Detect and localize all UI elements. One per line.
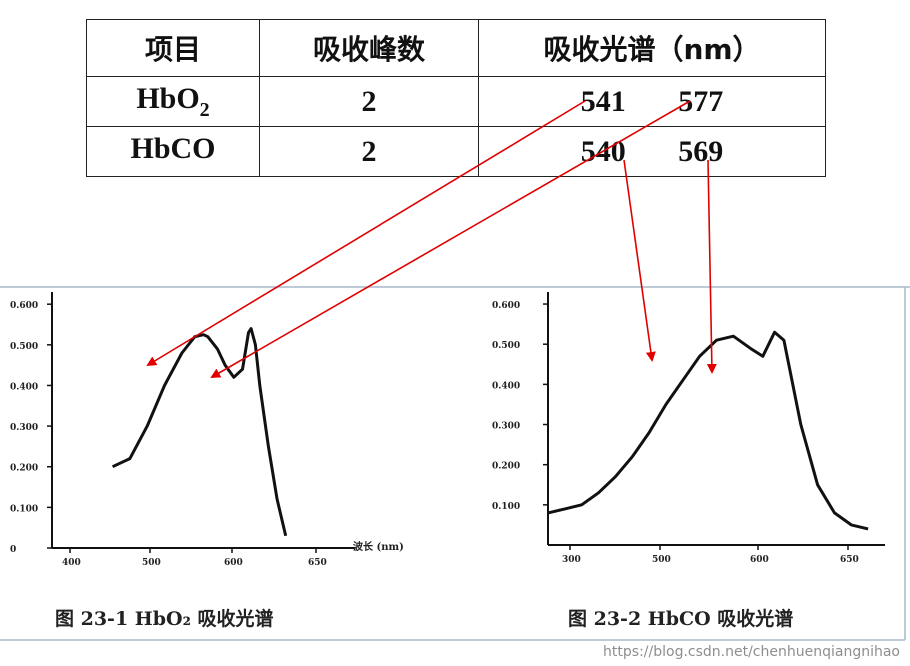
x-tick-label: 500 bbox=[142, 558, 161, 568]
spectrum-curve bbox=[111, 327, 288, 537]
watermark: https://blog.csdn.net/chenhuenqiangnihao bbox=[603, 644, 900, 660]
cell-peaks-hbco: 2 bbox=[259, 126, 479, 177]
item-label: HbO bbox=[136, 81, 200, 115]
table-row: HbCO 2 540 569 bbox=[86, 126, 826, 177]
x-tick-label: 600 bbox=[750, 555, 769, 565]
table-header-row: 项目 吸收峰数 吸收光谱（nm） bbox=[86, 19, 826, 77]
peak-value: 541 bbox=[580, 84, 626, 118]
y-tick-label: 0 bbox=[10, 545, 16, 555]
item-subscript: 2 bbox=[199, 98, 210, 121]
peak-value: 569 bbox=[678, 134, 724, 168]
y-tick-label: 0.500 bbox=[492, 341, 520, 351]
y-tick-label: 0.400 bbox=[492, 381, 520, 391]
cell-item-hbco: HbCO bbox=[86, 126, 260, 177]
cell-spectrum-hbo2: 541 577 bbox=[478, 76, 826, 127]
y-tick-label: 0.200 bbox=[10, 464, 38, 474]
y-tick-label: 0.100 bbox=[10, 504, 38, 514]
x-tick-label: 650 bbox=[840, 555, 859, 565]
header-peak-count: 吸收峰数 bbox=[259, 19, 479, 77]
peak-value: 577 bbox=[678, 84, 724, 118]
cell-spectrum-hbco: 540 569 bbox=[478, 126, 826, 177]
x-tick-label: 600 bbox=[224, 558, 243, 568]
y-tick-label: 0.300 bbox=[492, 422, 520, 432]
header-item: 项目 bbox=[86, 19, 260, 77]
x-tick-label: 650 bbox=[308, 558, 327, 568]
y-tick-label: 0.500 bbox=[10, 342, 38, 352]
peak-arrow bbox=[706, 159, 717, 374]
spectrum-curve bbox=[547, 330, 869, 531]
hbco-caption: 图 23-2 HbCO 吸收光谱 bbox=[568, 607, 793, 630]
y-tick-label: 0.300 bbox=[10, 423, 38, 433]
hbo2-spectrum-plot: 0 0.100 0.200 0.300 0.400 0.500 0.600 400 500 600… bbox=[10, 292, 404, 568]
header-spectrum: 吸收光谱（nm） bbox=[478, 19, 826, 77]
x-tick-label: 300 bbox=[562, 555, 581, 565]
item-label: HbCO bbox=[130, 131, 216, 165]
y-tick-label: 0.600 bbox=[492, 301, 520, 311]
y-tick-label: 0.200 bbox=[492, 462, 520, 472]
hbco-spectrum-plot: 0.100 0.200 0.300 0.400 0.500 0.600 300 500 600 6… bbox=[492, 292, 885, 565]
x-axis-label: 波长 (nm) bbox=[353, 540, 404, 553]
peak-arrow bbox=[210, 100, 691, 379]
x-tick-label: 500 bbox=[652, 555, 671, 565]
peak-arrow bbox=[146, 100, 586, 367]
peak-arrow bbox=[623, 159, 656, 362]
y-tick-label: 0.600 bbox=[10, 301, 38, 311]
y-tick-label: 0.100 bbox=[492, 502, 520, 512]
y-tick-label: 0.400 bbox=[10, 382, 38, 392]
hemoglobin-table: 项目 吸收峰数 吸收光谱（nm） HbO2 2 541 577 HbCO 2 5… bbox=[86, 19, 826, 177]
hbo2-caption: 图 23-1 HbO₂ 吸收光谱 bbox=[55, 607, 274, 630]
annotation-arrows bbox=[146, 100, 717, 379]
x-tick-label: 400 bbox=[62, 558, 81, 568]
